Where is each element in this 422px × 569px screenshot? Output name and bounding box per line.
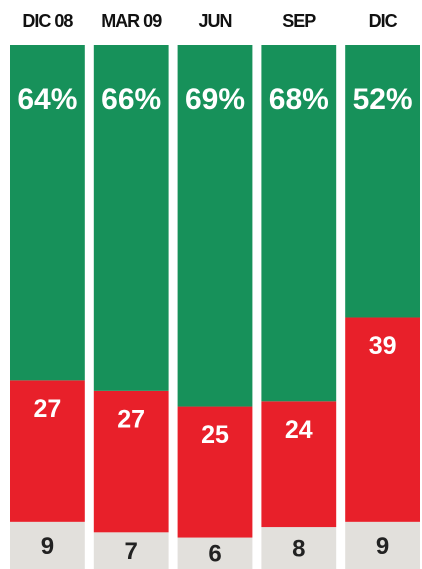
- category-label: DIC: [369, 11, 398, 31]
- category-label: JUN: [198, 11, 231, 31]
- category-label: MAR 09: [101, 11, 162, 31]
- category-label: SEP: [282, 11, 316, 31]
- value-label: 68%: [269, 83, 329, 116]
- bar-segment: [93, 45, 169, 391]
- bar-segment: [177, 406, 253, 538]
- bar-segment: [261, 45, 337, 402]
- bar-segment: [345, 317, 420, 522]
- value-label: 24: [285, 416, 313, 444]
- value-label: 27: [33, 395, 61, 423]
- bar-segment: [10, 380, 85, 522]
- bar-segment: [345, 45, 420, 318]
- value-label: 27: [117, 405, 145, 433]
- bar-segment: [345, 521, 420, 569]
- value-label: 66%: [101, 83, 161, 116]
- value-label: 9: [376, 533, 389, 560]
- value-label: 39: [369, 332, 397, 360]
- bar-segment: [261, 401, 337, 528]
- value-label: 25: [201, 421, 229, 449]
- value-label: 7: [125, 538, 138, 565]
- bar-segment: [177, 537, 253, 569]
- value-label: 52%: [353, 83, 413, 116]
- bar-segment: [93, 390, 169, 533]
- bar-segment: [261, 527, 337, 569]
- category-label: DIC 08: [22, 11, 73, 31]
- bar-segment: [10, 45, 85, 381]
- bar-segment: [10, 521, 85, 569]
- value-label: 6: [208, 541, 221, 568]
- bar-segment: [177, 45, 253, 407]
- bar-segment: [93, 532, 169, 569]
- value-label: 8: [292, 535, 305, 562]
- value-label: 69%: [185, 83, 245, 116]
- value-label: 64%: [17, 83, 77, 116]
- value-label: 9: [41, 533, 54, 560]
